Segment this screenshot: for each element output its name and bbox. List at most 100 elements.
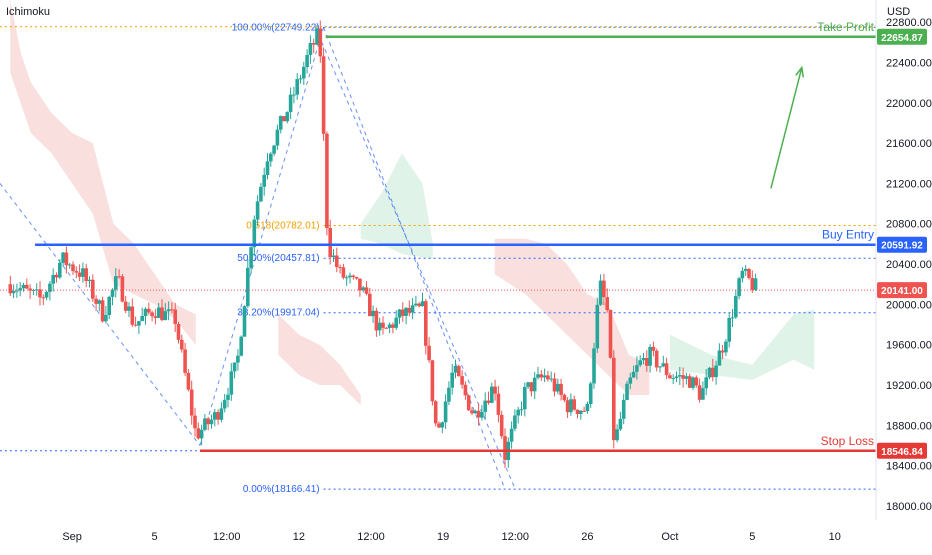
candle-body	[189, 389, 194, 416]
candle-body	[176, 324, 181, 340]
candle-body	[750, 278, 755, 290]
candle-body	[28, 288, 32, 291]
ichimoku-cloud	[278, 314, 361, 406]
candle-body	[612, 357, 616, 441]
candle-body	[628, 377, 633, 384]
candle-body	[621, 400, 626, 419]
candle-body	[67, 264, 72, 266]
date-tick-label: 19	[437, 531, 449, 543]
currency-label: USD	[887, 6, 911, 18]
candle-body	[166, 309, 171, 312]
candle-body	[61, 252, 65, 263]
candle-body	[539, 374, 544, 378]
candle-body	[605, 297, 609, 310]
candle-body	[641, 358, 646, 361]
candle-body	[387, 324, 392, 328]
candle-body	[331, 255, 336, 258]
candle-body	[694, 377, 699, 386]
candle-body	[384, 327, 389, 329]
candle-body	[420, 301, 425, 307]
candle-body	[486, 400, 491, 403]
fib-trend-line	[0, 183, 201, 446]
candle-body	[424, 301, 428, 346]
candle-body	[668, 375, 672, 379]
price-tick-label: 20800.00	[886, 219, 932, 231]
candle-body	[427, 345, 431, 361]
take-profit-badge[interactable]	[877, 28, 927, 45]
arrow-head-icon	[795, 65, 805, 78]
candle-body	[559, 383, 563, 395]
candle-body	[272, 145, 276, 154]
candle-body	[447, 387, 451, 402]
ichimoku-cloud	[669, 309, 815, 380]
stop-loss-badge-text: 18546.84	[881, 447, 923, 458]
candle-body	[252, 219, 257, 248]
candle-body	[321, 56, 326, 134]
price-tick-label: 22000.00	[886, 98, 932, 110]
candle-body	[44, 291, 49, 298]
stop-loss-badge[interactable]	[877, 442, 927, 459]
candle-body	[298, 78, 303, 80]
candle-body	[77, 272, 82, 277]
candle-body	[526, 382, 530, 387]
candle-body	[625, 383, 629, 400]
candle-body	[318, 28, 323, 57]
candle-body	[87, 279, 92, 281]
buy-entry-label: Buy Entry	[822, 228, 874, 242]
candle-body	[565, 400, 570, 413]
ichimoku-cloud	[10, 0, 196, 345]
candle-body	[196, 428, 201, 439]
indicator-label[interactable]: Ichimoku	[6, 6, 51, 18]
candle-body	[51, 274, 55, 284]
candle-body	[575, 409, 580, 414]
price-tick-label: 18000.00	[886, 501, 932, 513]
candle-body	[714, 365, 718, 378]
candle-body	[186, 372, 191, 390]
candle-body	[311, 43, 316, 45]
candle-body	[11, 291, 16, 294]
candle-body	[654, 350, 659, 368]
candle-body	[720, 350, 725, 353]
price-tick-label: 19200.00	[886, 380, 932, 392]
candle-body	[664, 363, 669, 376]
price-tick-label: 21200.00	[886, 178, 932, 190]
candle-body	[226, 394, 230, 400]
buy-entry-badge[interactable]	[877, 236, 927, 253]
candle-body	[348, 275, 352, 278]
candle-body	[308, 43, 313, 55]
candle-body	[97, 300, 102, 304]
ichimoku-cloud	[360, 153, 433, 259]
candle-body	[552, 378, 557, 392]
candle-body	[278, 116, 283, 130]
candle-body	[394, 317, 398, 328]
candle-body	[651, 346, 656, 351]
fib-trend-line	[199, 27, 325, 446]
buy-entry-badge-text: 20591.92	[881, 241, 923, 252]
date-tick-label: Sep	[62, 531, 82, 543]
candle-body	[470, 410, 474, 414]
candle-body	[114, 276, 118, 290]
candle-body	[473, 410, 478, 414]
current-price-badge[interactable]	[877, 282, 927, 299]
candle-body	[344, 277, 349, 279]
candle-body	[58, 262, 62, 278]
candle-body	[638, 360, 642, 366]
candle-body	[648, 346, 652, 366]
candle-body	[740, 270, 745, 279]
date-tick-label: 12:00	[213, 531, 241, 543]
candle-body	[707, 367, 712, 378]
candle-body	[724, 341, 728, 353]
candle-body	[64, 252, 69, 266]
candle-body	[236, 355, 240, 363]
candle-body	[288, 94, 293, 113]
candle-body	[213, 412, 217, 420]
candle-body	[499, 414, 504, 437]
candle-body	[325, 133, 329, 228]
candle-body	[341, 267, 346, 278]
candle-body	[404, 307, 408, 316]
date-tick-label: 5	[749, 531, 755, 543]
candle-body	[41, 297, 46, 299]
